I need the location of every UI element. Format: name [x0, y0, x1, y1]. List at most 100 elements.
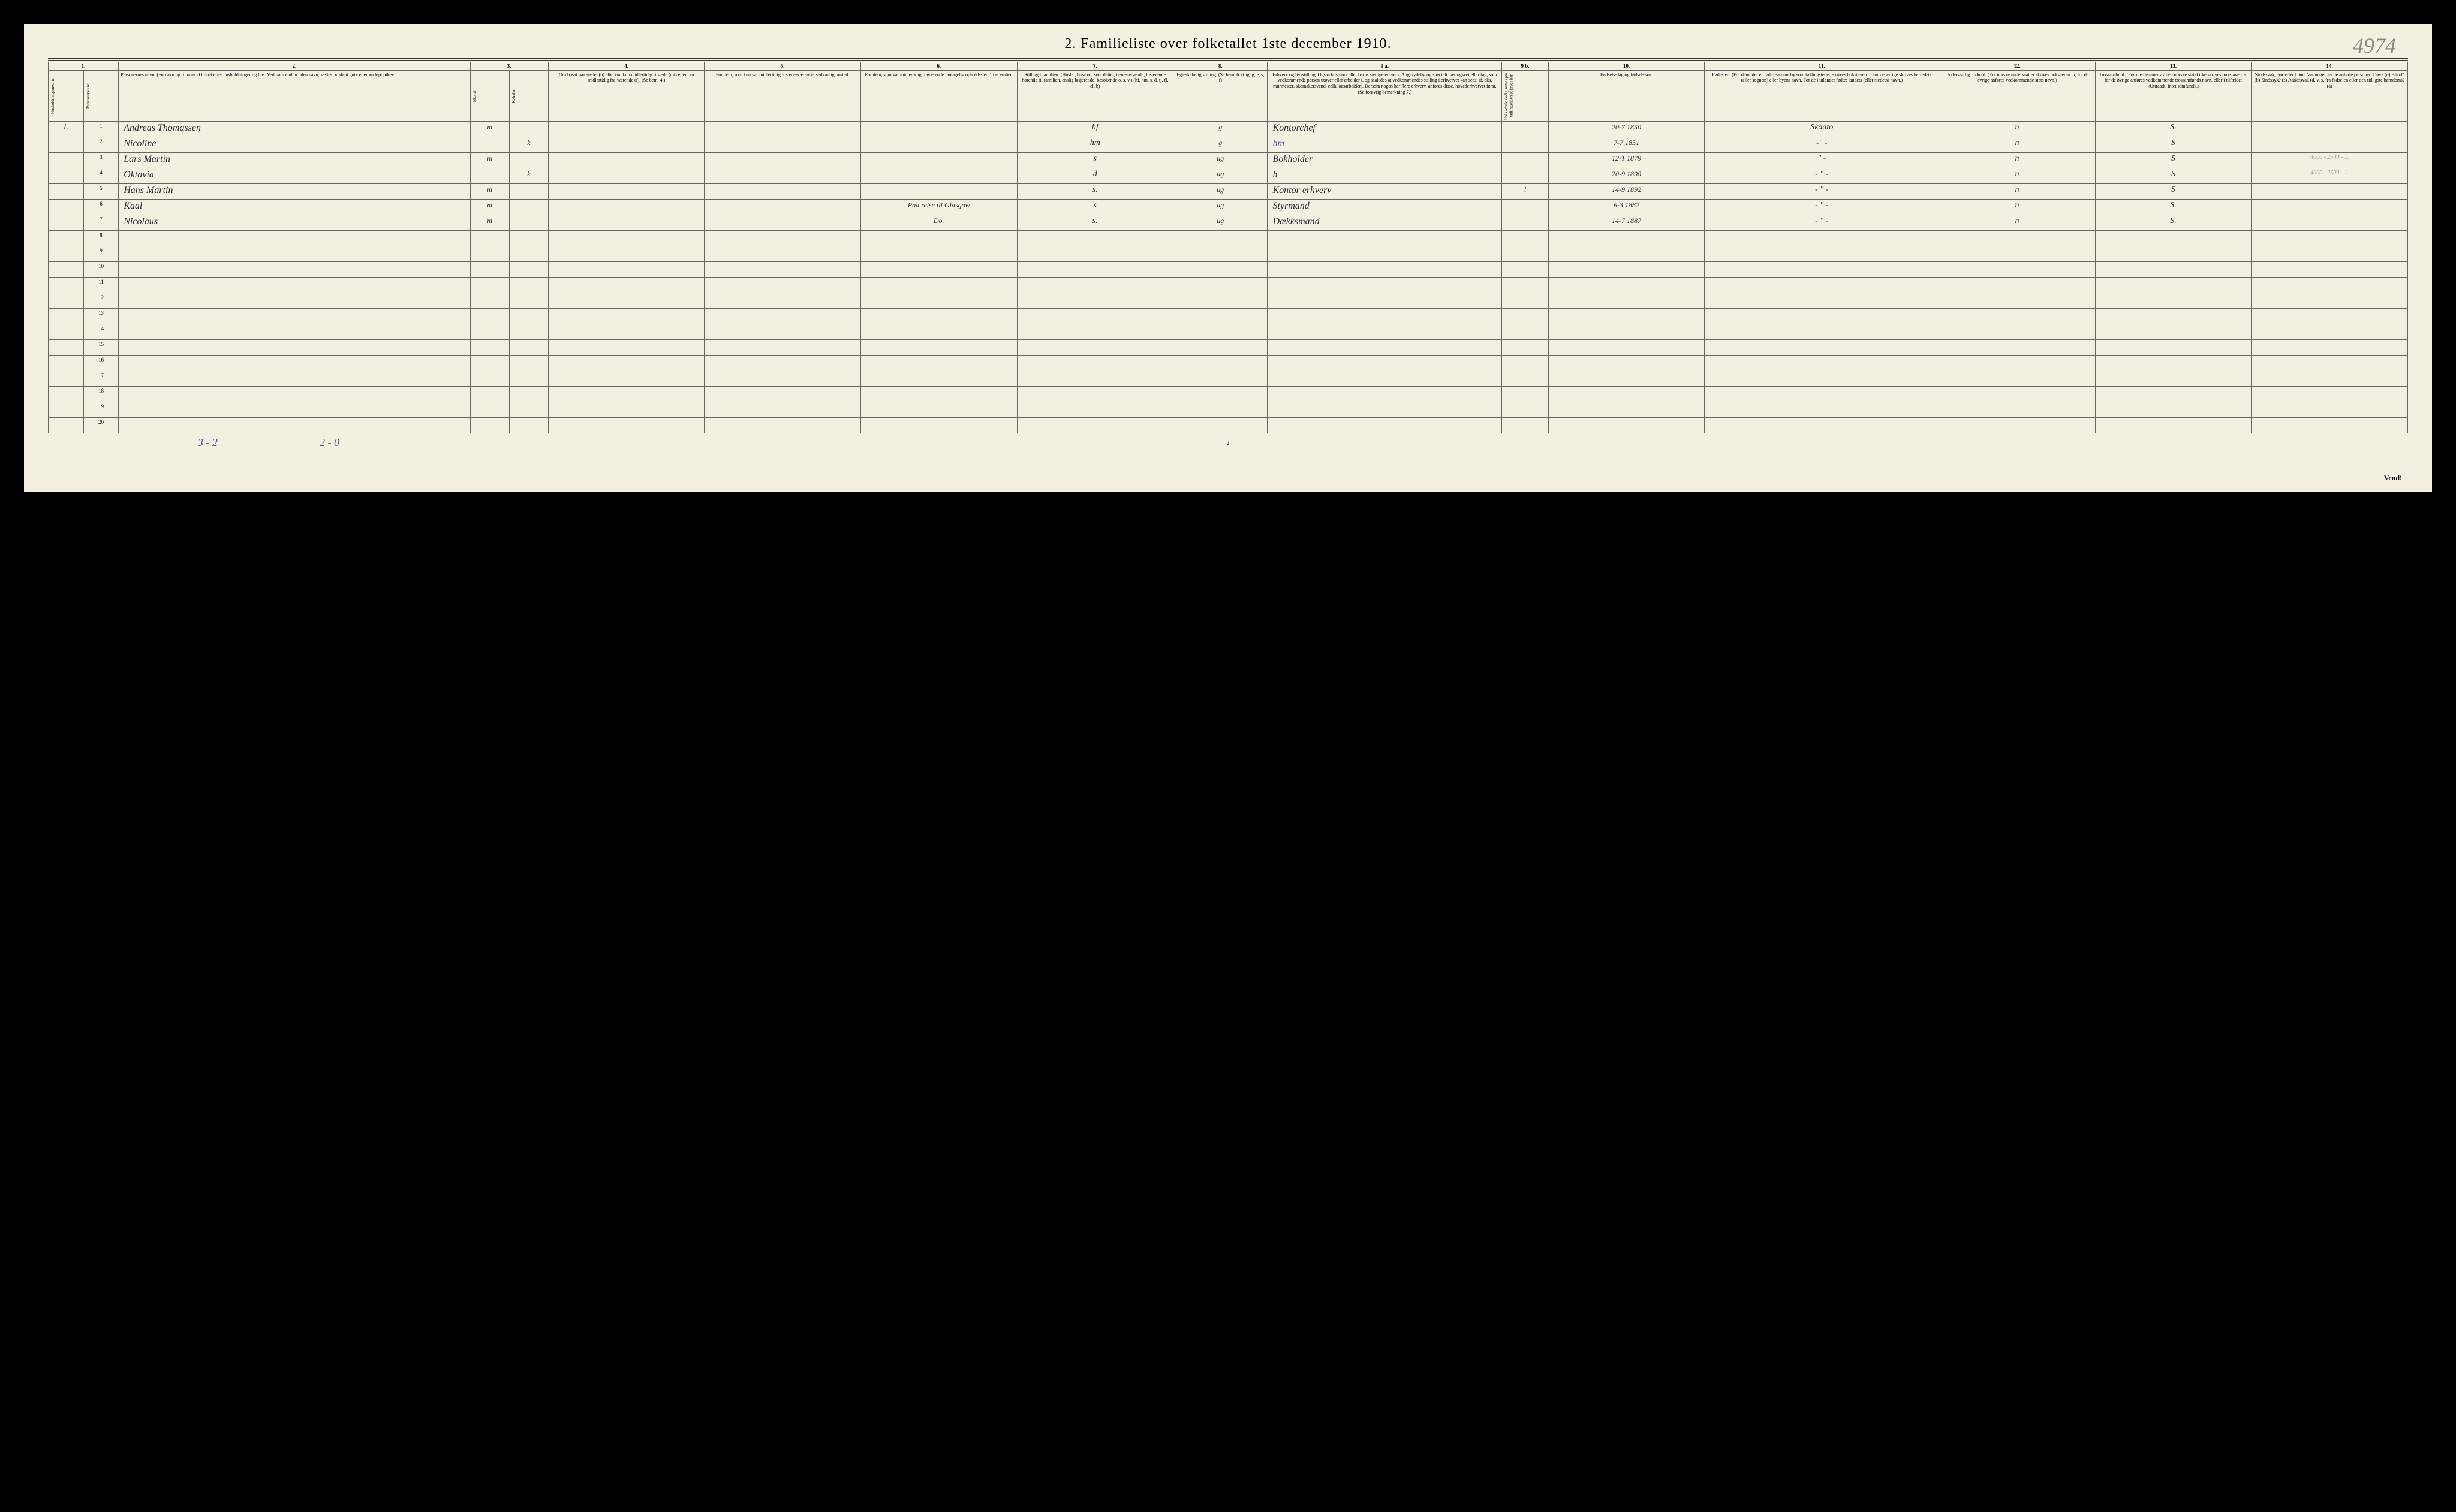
table-cell: 5: [83, 183, 119, 199]
table-cell: l: [1502, 183, 1548, 199]
row-number: 15: [83, 339, 119, 355]
table-cell: 14-7 1887: [1548, 215, 1705, 230]
table-cell: [1939, 339, 2096, 355]
table-cell: Nicoline: [119, 137, 470, 152]
table-cell: m: [470, 215, 509, 230]
table-cell: [1548, 371, 1705, 386]
table-cell: [49, 199, 84, 215]
table-cell: [1173, 355, 1268, 371]
table-cell: [548, 417, 705, 433]
table-cell: [119, 339, 470, 355]
table-cell: [705, 199, 861, 215]
colnum-7: 7.: [1017, 62, 1173, 71]
table-cell: n: [1939, 168, 2096, 183]
table-row: 8: [49, 230, 2408, 246]
table-cell: [705, 371, 861, 386]
colnum-9a: 9 a.: [1268, 62, 1502, 71]
table-cell: [2252, 417, 2408, 433]
table-cell: [1502, 308, 1548, 324]
header-residence: Om bosat paa stedet (b) eller om kun mid…: [548, 70, 705, 121]
table-cell: m: [470, 183, 509, 199]
table-cell: [1017, 402, 1173, 417]
table-row: 2Nicolinekhmghm7-7 1851-" -nS: [49, 137, 2408, 152]
row-number: 16: [83, 355, 119, 371]
table-cell: [548, 168, 705, 183]
table-row: 5Hans Martinms.ugKontor erhvervl14-9 189…: [49, 183, 2408, 199]
table-cell: [1502, 371, 1548, 386]
header-birthplace: Fødested. (For dem, der er født i samme …: [1705, 70, 1939, 121]
table-cell: [2095, 402, 2252, 417]
table-cell: [1017, 261, 1173, 277]
table-cell: [509, 152, 548, 168]
table-cell: [1548, 230, 1705, 246]
table-cell: hm: [1017, 137, 1173, 152]
table-cell: [1705, 417, 1939, 433]
table-cell: [470, 168, 509, 183]
table-cell: hf: [1017, 121, 1173, 137]
table-cell: [1502, 277, 1548, 293]
table-cell: [548, 246, 705, 261]
table-cell: - " -: [1705, 183, 1939, 199]
table-cell: [705, 137, 861, 152]
table-cell: [509, 183, 548, 199]
colnum-9b: 9 b.: [1502, 62, 1548, 71]
table-cell: [509, 386, 548, 402]
table-cell: [705, 215, 861, 230]
table-cell: k: [509, 168, 548, 183]
table-cell: [1502, 152, 1548, 168]
table-cell: [470, 137, 509, 152]
table-cell: [1268, 386, 1502, 402]
table-cell: [49, 417, 84, 433]
table-cell: [1502, 293, 1548, 308]
table-cell: [1017, 277, 1173, 293]
table-cell: [1017, 230, 1173, 246]
table-cell: [509, 199, 548, 215]
table-cell: Kontorchef: [1268, 121, 1502, 137]
table-row: 3Lars MartinmsugBokholder12-1 1879" -nS4…: [49, 152, 2408, 168]
table-cell: [1502, 168, 1548, 183]
table-cell: g: [1173, 137, 1268, 152]
table-cell: [1502, 230, 1548, 246]
table-cell: [509, 215, 548, 230]
table-cell: [2252, 137, 2408, 152]
header-occupation: Erhverv og livsstilling. Ogsaa husmors e…: [1268, 70, 1502, 121]
table-cell: [1939, 386, 2096, 402]
table-cell: [2252, 355, 2408, 371]
table-cell: [2252, 121, 2408, 137]
table-cell: [1939, 417, 2096, 433]
table-cell: S: [2095, 183, 2252, 199]
table-cell: hm: [1268, 137, 1502, 152]
table-cell: s.: [1017, 215, 1173, 230]
table-cell: [509, 121, 548, 137]
header-nationality: Undersaatlig forhold. (For norske unders…: [1939, 70, 2096, 121]
table-cell: [860, 152, 1017, 168]
table-row: 15: [49, 339, 2408, 355]
table-cell: 1: [83, 121, 119, 137]
table-cell: [705, 152, 861, 168]
table-cell: ug: [1173, 168, 1268, 183]
table-cell: [548, 261, 705, 277]
table-cell: [509, 293, 548, 308]
table-cell: [119, 371, 470, 386]
header-unemployed: Hvis arbeidsledig sættes paa tællingstid…: [1502, 70, 1548, 121]
table-cell: [1502, 339, 1548, 355]
colnum-10: 10.: [1548, 62, 1705, 71]
table-cell: [705, 277, 861, 293]
table-cell: [1173, 417, 1268, 433]
table-cell: [509, 324, 548, 339]
table-cell: [548, 277, 705, 293]
bottom-note-1: 3 - 2: [198, 436, 218, 449]
table-cell: [119, 277, 470, 293]
table-cell: [2252, 199, 2408, 215]
header-household: Husholdningernes nr.: [49, 70, 84, 121]
table-cell: " -: [1705, 152, 1939, 168]
table-cell: k: [509, 137, 548, 152]
table-cell: [705, 324, 861, 339]
table-cell: [1502, 402, 1548, 417]
colnum-4: 4.: [548, 62, 705, 71]
table-cell: ug: [1173, 152, 1268, 168]
table-cell: [1268, 324, 1502, 339]
table-cell: [49, 152, 84, 168]
table-cell: [2252, 246, 2408, 261]
table-cell: [2252, 308, 2408, 324]
